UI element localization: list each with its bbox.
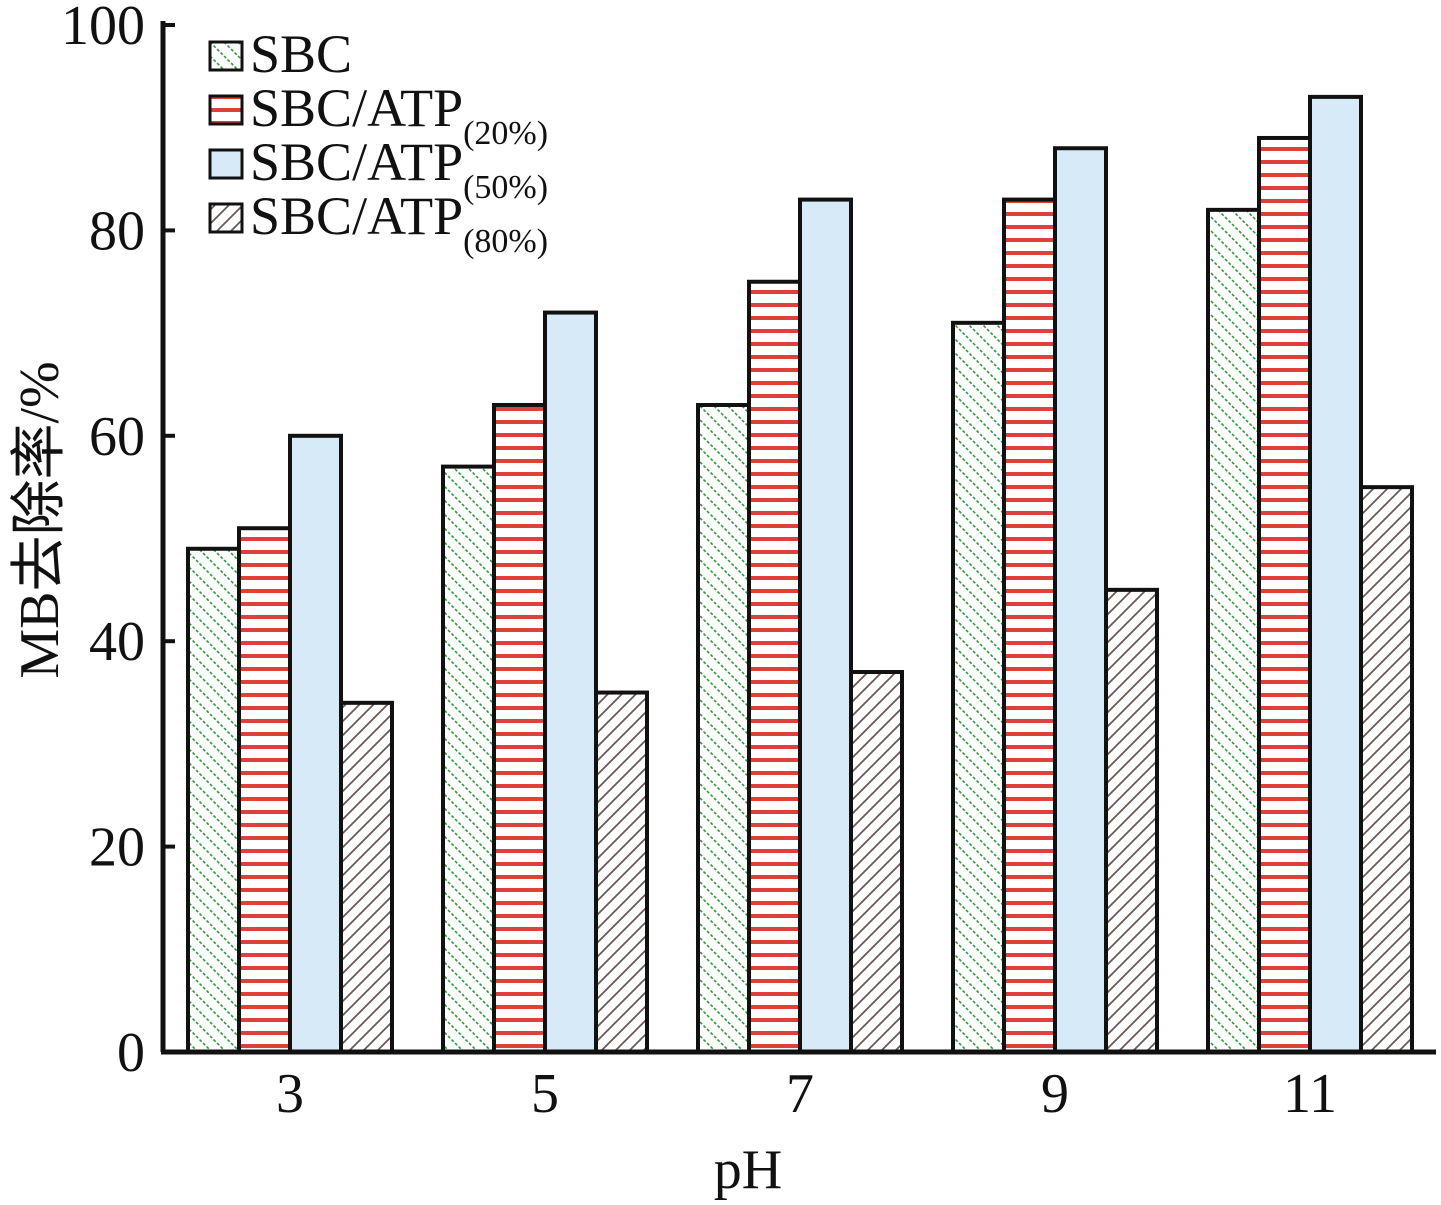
bar-sbc-atp-50--ph-5 [543, 310, 598, 1054]
bar-sbc-atp-20--ph-7 [747, 279, 802, 1054]
bar-sbc-ph-7 [696, 402, 751, 1054]
bar-sbc-atp-80--ph-5 [594, 690, 649, 1054]
legend-label: SBC [250, 24, 352, 84]
bar-sbc-atp-50--ph-7 [798, 197, 853, 1054]
legend-label: SBC/ATP(80%) [250, 186, 548, 260]
legend-swatch [208, 148, 244, 180]
legend-swatch [208, 202, 244, 234]
y-tick-label: 60 [89, 406, 145, 468]
bar-sbc-atp-20--ph-9 [1002, 197, 1057, 1054]
x-tick-label: 7 [786, 1063, 814, 1125]
x-tick-label: 9 [1041, 1063, 1069, 1125]
legend-swatch [208, 94, 244, 126]
bar-sbc-ph-5 [441, 464, 496, 1054]
x-axis-label: pH [714, 1139, 782, 1201]
x-tick-label: 11 [1283, 1063, 1337, 1125]
bar-sbc-atp-80--ph-3 [339, 700, 394, 1054]
legend-swatch [208, 40, 244, 72]
bar-sbc-atp-20--ph-5 [492, 402, 547, 1054]
bar-sbc-atp-80--ph-7 [849, 670, 904, 1054]
y-tick-label: 40 [89, 611, 145, 673]
bar-sbc-atp-80--ph-11 [1359, 485, 1414, 1054]
y-tick-label: 80 [89, 200, 145, 262]
bar-sbc-ph-3 [186, 546, 241, 1055]
bar-sbc-ph-11 [1206, 207, 1261, 1055]
y-axis-label: MB去除率/% [9, 361, 71, 678]
bar-sbc-atp-50--ph-3 [288, 433, 343, 1054]
axes-layer: 3 5 7 9 11 0 20 40 60 80 100 pH MB去除率/% [9, 0, 1436, 1201]
x-tick-label: 5 [531, 1063, 559, 1125]
legend-label: SBC/ATP(50%) [250, 132, 548, 206]
bar-sbc-atp-20--ph-3 [237, 526, 292, 1054]
bars-layer [186, 94, 1414, 1055]
legend-label: SBC/ATP(20%) [250, 78, 548, 152]
y-tick-label: 0 [117, 1022, 145, 1084]
y-tick-label: 100 [61, 0, 145, 57]
bar-sbc-atp-50--ph-11 [1308, 94, 1363, 1054]
bar-sbc-atp-80--ph-9 [1104, 587, 1159, 1054]
bar-sbc-ph-9 [951, 320, 1006, 1054]
bar-sbc-atp-50--ph-9 [1053, 146, 1108, 1055]
y-tick-label: 20 [89, 817, 145, 879]
bar-sbc-atp-20--ph-11 [1257, 135, 1312, 1055]
x-tick-label: 3 [276, 1063, 304, 1125]
